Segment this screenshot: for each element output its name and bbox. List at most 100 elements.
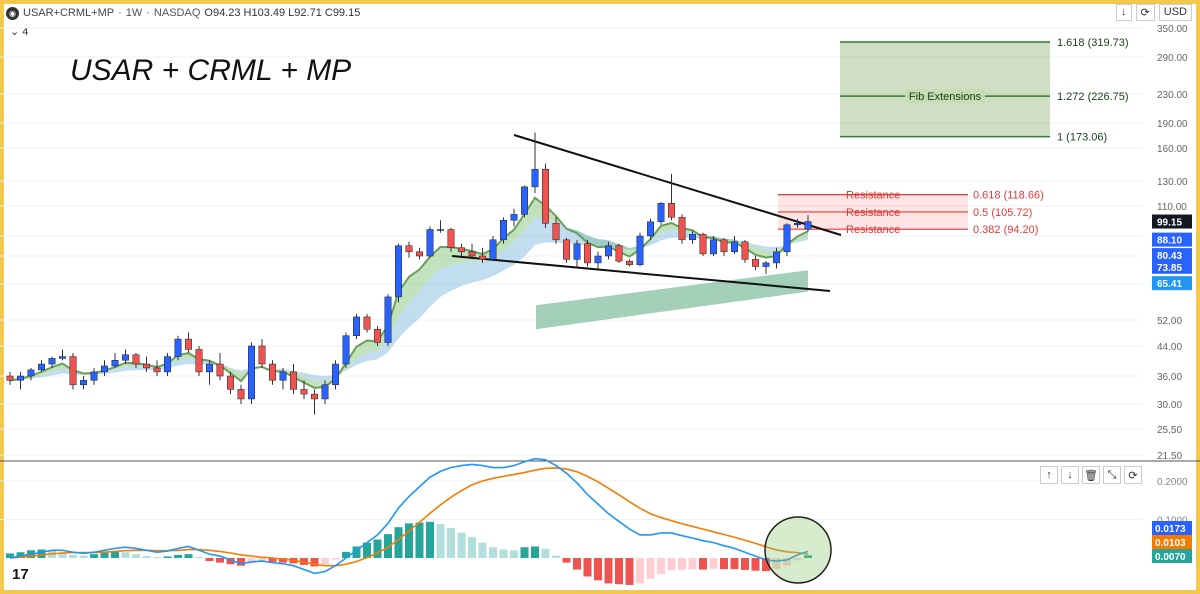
candle-body (195, 349, 203, 373)
macd-histogram-bar (583, 558, 592, 577)
macd-histogram-bar (720, 558, 728, 570)
collapse-icon[interactable]: ⤡ (1103, 466, 1121, 484)
price-tick-label: 110.00 (1157, 202, 1187, 213)
candle-body (521, 186, 528, 215)
macd-histogram-bar (499, 549, 508, 558)
candle-body (437, 229, 444, 231)
trendlines (451, 134, 842, 292)
refresh-icon[interactable]: ⟳ (1124, 466, 1142, 484)
macd-histogram-bar (247, 558, 256, 564)
price-badge-label: 80.43 (1157, 251, 1182, 262)
macd-histogram-bar (268, 558, 277, 562)
price-tick-label: 21.50 (1157, 451, 1182, 462)
fib-extensions-label: Fib Extensions (909, 91, 982, 103)
candle-body (374, 328, 381, 343)
macd-histogram-bar (646, 558, 655, 579)
macd-histogram-bar (793, 558, 802, 561)
resistance-level-label: 0.5 (105.72) (973, 207, 1032, 219)
macd-histogram-bar (174, 554, 182, 558)
candle-body (752, 259, 759, 267)
macd-histogram-bar (520, 547, 529, 558)
macd-histogram-bar (625, 558, 634, 585)
macd-histogram-bar (772, 558, 781, 569)
price-tick-label: 230.00 (1157, 90, 1188, 101)
macd-histogram-bar (205, 558, 214, 562)
macd-histogram-bar (310, 558, 319, 567)
fib-level-label: 1 (173.06) (1057, 132, 1107, 144)
macd-badge-label: 0.0103 (1155, 538, 1186, 549)
price-badge-label: 65.41 (1157, 279, 1182, 290)
candle-body (27, 369, 35, 377)
annotation-title[interactable]: USAR + CRML + MP (70, 54, 351, 87)
price-tick-label: 290.00 (1157, 53, 1188, 64)
indicator-collapse-toggle[interactable]: ⌄ 4 (10, 25, 28, 38)
macd-histogram-bar (16, 552, 25, 558)
price-badge-label: 99.15 (1157, 218, 1182, 229)
candle-body (794, 223, 801, 226)
candlestick-series (6, 132, 812, 415)
macd-histogram-bar (69, 554, 77, 558)
macd-histogram-bar (436, 524, 445, 558)
candle-body (783, 224, 791, 253)
interval-label[interactable]: 1W (125, 7, 143, 19)
macd-histogram-bar (478, 542, 487, 558)
macd-histogram-bar (415, 522, 424, 558)
macd-histogram-bar (394, 527, 403, 558)
candle-body (80, 380, 87, 386)
price-grid (0, 27, 1142, 456)
candle-body (363, 316, 371, 330)
macd-badge-label: 0.0070 (1155, 552, 1186, 563)
upper-trendline (513, 134, 842, 236)
arrow-up-icon[interactable]: ↑ (1040, 466, 1058, 484)
highlight-circle[interactable] (764, 516, 832, 584)
tradingview-logo: 17 (12, 566, 29, 583)
candle-body (69, 356, 77, 386)
currency-button[interactable]: USD (1158, 4, 1192, 21)
candle-body (216, 363, 224, 377)
candle-body (90, 371, 98, 381)
candle-body (111, 359, 119, 367)
macd-histogram-bar (132, 554, 140, 558)
candle-body (143, 363, 150, 369)
candle-body (605, 245, 612, 257)
price-tick-label: 160.00 (1157, 144, 1188, 155)
candle-body (762, 262, 770, 267)
candle-body (699, 234, 707, 255)
price-badge (1152, 232, 1192, 247)
long-ma-band (536, 270, 808, 330)
macd-histogram-bar (699, 558, 707, 570)
resistance-label: Resistance (846, 190, 900, 202)
candle-body (332, 363, 339, 386)
macd-histogram-bar (258, 558, 266, 562)
price-tick-label: 44.00 (1157, 342, 1182, 353)
candle-body (458, 247, 465, 253)
arrow-down-icon[interactable]: ↓ (1116, 4, 1132, 21)
candle-body (164, 356, 171, 373)
candle-body (510, 214, 518, 221)
price-tick-label: 30.00 (1157, 400, 1182, 411)
price-tick-label: 190.00 (1157, 119, 1188, 130)
candle-body (132, 354, 140, 365)
macd-histogram-bar (573, 558, 581, 570)
macd-histogram-bar (657, 558, 665, 575)
arrow-down-icon[interactable]: ↓ (1061, 466, 1079, 484)
candle-body (342, 335, 350, 365)
macd-histogram-bar (447, 527, 455, 558)
price-badge-label: 73.85 (1157, 263, 1182, 274)
macd-histogram-bar (709, 558, 718, 569)
macd-line (9, 457, 809, 575)
macd-histogram-bar (604, 558, 613, 584)
candle-body (395, 245, 402, 298)
candle-body (321, 384, 329, 400)
symbol-name[interactable]: USAR+CRML+MP (23, 7, 115, 19)
indicator-count: 4 (22, 26, 29, 38)
macd-histogram-bar (373, 539, 382, 558)
fib-level-label: 1.618 (319.73) (1057, 37, 1129, 49)
refresh-icon[interactable]: ⟳ (1135, 4, 1155, 21)
trash-icon[interactable]: 🗑 (1082, 466, 1100, 484)
macd-histogram-bar (762, 558, 770, 572)
macd-histogram-bar (195, 556, 203, 558)
candle-body (584, 243, 591, 264)
candle-body (741, 241, 749, 260)
